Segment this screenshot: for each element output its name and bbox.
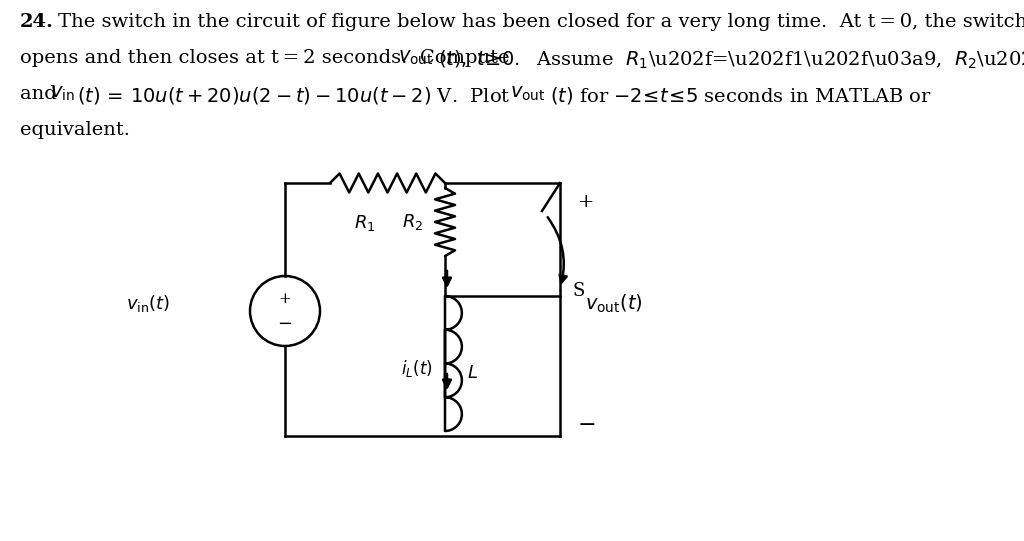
Text: S: S: [572, 282, 585, 300]
Text: and: and: [20, 85, 63, 103]
Text: The switch in the circuit of figure below has been closed for a very long time. : The switch in the circuit of figure belo…: [58, 13, 1024, 31]
Text: equivalent.: equivalent.: [20, 121, 130, 139]
Text: $i_L(t)$: $i_L(t)$: [401, 358, 433, 379]
Text: +: +: [279, 292, 292, 306]
Text: $L$: $L$: [467, 365, 478, 382]
Text: +: +: [578, 193, 595, 211]
Text: −: −: [278, 315, 293, 333]
Text: 24.: 24.: [20, 13, 54, 31]
Text: −: −: [578, 414, 597, 436]
Text: $v_{\mathrm{out}}(t)$: $v_{\mathrm{out}}(t)$: [585, 293, 643, 315]
Text: $R_1$: $R_1$: [354, 213, 376, 233]
Text: $v_{\mathrm{out}}$: $v_{\mathrm{out}}$: [398, 49, 433, 67]
Text: $v_{\mathrm{out}}$: $v_{\mathrm{out}}$: [510, 85, 546, 103]
Text: $v_{\mathrm{in}}$: $v_{\mathrm{in}}$: [50, 85, 75, 103]
Text: $(t)$ for $-2\!\leq\!t\!\leq\!5$ seconds in MATLAB or: $(t)$ for $-2\!\leq\!t\!\leq\!5$ seconds…: [550, 85, 932, 106]
Text: $(t)\,=\,10u(t+20)u(2-t)-10u(t-2)$ V.  Plot: $(t)\,=\,10u(t+20)u(2-t)-10u(t-2)$ V. Pl…: [77, 85, 511, 106]
Text: $(t),\; t\!\geq\!0.$  Assume  $R_1$\u202f=\u202f1\u202f\u03a9,  $R_2$\u202f=\u20: $(t),\; t\!\geq\!0.$ Assume $R_1$\u202f=…: [438, 49, 1024, 71]
Text: $v_{\mathrm{in}}(t)$: $v_{\mathrm{in}}(t)$: [126, 294, 170, 314]
Text: opens and then closes at t = 2 seconds.  Compute: opens and then closes at t = 2 seconds. …: [20, 49, 516, 67]
Text: $R_2$: $R_2$: [401, 212, 423, 232]
